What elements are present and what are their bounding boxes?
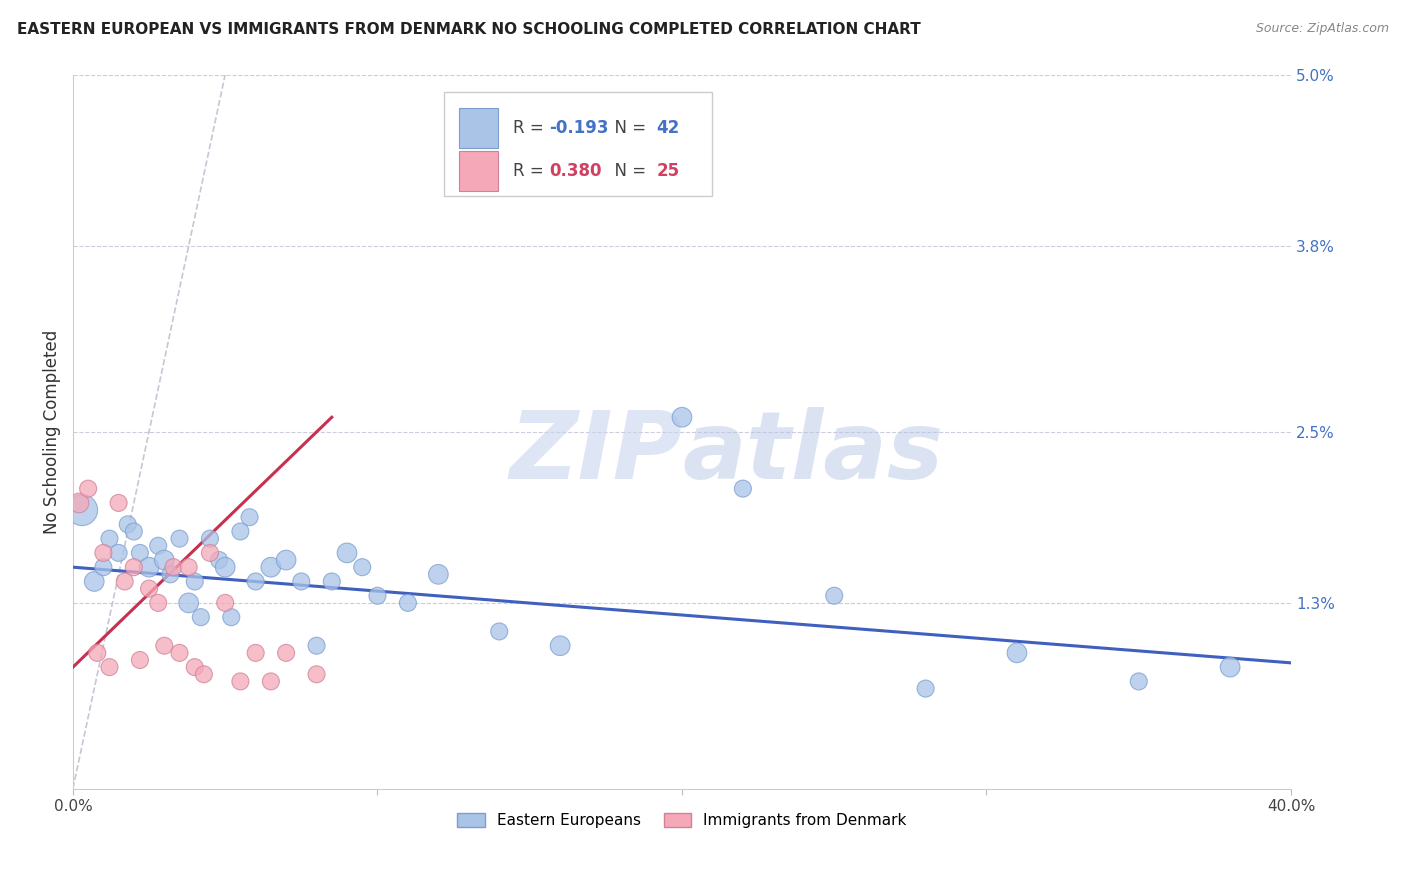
Point bbox=[1219, 660, 1241, 674]
Point bbox=[260, 674, 283, 689]
Text: atlas: atlas bbox=[682, 407, 943, 499]
Point bbox=[214, 596, 236, 610]
Text: ZIP: ZIP bbox=[509, 407, 682, 499]
Point bbox=[427, 567, 450, 582]
Point bbox=[162, 560, 184, 574]
Text: N =: N = bbox=[605, 162, 651, 180]
Point bbox=[208, 553, 231, 567]
Point bbox=[914, 681, 936, 696]
Text: R =: R = bbox=[513, 119, 548, 137]
Text: 0.380: 0.380 bbox=[550, 162, 602, 180]
Point bbox=[169, 646, 191, 660]
Point bbox=[321, 574, 343, 589]
Point bbox=[229, 524, 252, 539]
Point bbox=[457, 168, 479, 182]
Point bbox=[83, 574, 105, 589]
Point bbox=[93, 546, 115, 560]
Point bbox=[77, 482, 100, 496]
Point bbox=[177, 596, 200, 610]
Point bbox=[274, 646, 297, 660]
Text: -0.193: -0.193 bbox=[550, 119, 609, 137]
Point bbox=[184, 574, 207, 589]
Point bbox=[153, 553, 176, 567]
Point bbox=[245, 646, 267, 660]
Legend: Eastern Europeans, Immigrants from Denmark: Eastern Europeans, Immigrants from Denma… bbox=[451, 806, 912, 834]
Point bbox=[238, 510, 260, 524]
Point bbox=[190, 610, 212, 624]
Point bbox=[198, 532, 221, 546]
Text: Source: ZipAtlas.com: Source: ZipAtlas.com bbox=[1256, 22, 1389, 36]
Point bbox=[184, 660, 207, 674]
Point bbox=[114, 574, 136, 589]
Point bbox=[148, 539, 170, 553]
Point bbox=[93, 560, 115, 574]
Point bbox=[70, 503, 93, 517]
Point bbox=[148, 596, 170, 610]
Text: 42: 42 bbox=[657, 119, 679, 137]
Point bbox=[488, 624, 510, 639]
Point bbox=[138, 582, 160, 596]
Point bbox=[67, 496, 90, 510]
Point bbox=[229, 674, 252, 689]
Point bbox=[352, 560, 374, 574]
Point bbox=[107, 546, 129, 560]
Text: N =: N = bbox=[605, 119, 651, 137]
FancyBboxPatch shape bbox=[444, 93, 713, 196]
Y-axis label: No Schooling Completed: No Schooling Completed bbox=[44, 329, 60, 533]
Point bbox=[193, 667, 215, 681]
Point bbox=[153, 639, 176, 653]
FancyBboxPatch shape bbox=[460, 152, 498, 191]
Point bbox=[107, 496, 129, 510]
Point bbox=[129, 653, 152, 667]
Text: 25: 25 bbox=[657, 162, 679, 180]
Point bbox=[122, 524, 145, 539]
Point bbox=[159, 567, 181, 582]
Point bbox=[823, 589, 845, 603]
Point bbox=[245, 574, 267, 589]
Point bbox=[548, 639, 571, 653]
Point bbox=[396, 596, 419, 610]
FancyBboxPatch shape bbox=[460, 109, 498, 148]
Point bbox=[169, 532, 191, 546]
Point bbox=[138, 560, 160, 574]
Point bbox=[260, 560, 283, 574]
Point bbox=[198, 546, 221, 560]
Point bbox=[117, 517, 139, 532]
Point bbox=[98, 660, 121, 674]
Point bbox=[290, 574, 312, 589]
Point bbox=[731, 482, 754, 496]
Text: R =: R = bbox=[513, 162, 548, 180]
Point bbox=[122, 560, 145, 574]
Point bbox=[86, 646, 108, 660]
Point bbox=[671, 410, 693, 425]
Point bbox=[1128, 674, 1150, 689]
Point bbox=[219, 610, 242, 624]
Point bbox=[305, 639, 328, 653]
Point bbox=[177, 560, 200, 574]
Point bbox=[129, 546, 152, 560]
Point bbox=[336, 546, 359, 560]
Point bbox=[98, 532, 121, 546]
Point bbox=[366, 589, 388, 603]
Point bbox=[214, 560, 236, 574]
Text: EASTERN EUROPEAN VS IMMIGRANTS FROM DENMARK NO SCHOOLING COMPLETED CORRELATION C: EASTERN EUROPEAN VS IMMIGRANTS FROM DENM… bbox=[17, 22, 921, 37]
Point bbox=[305, 667, 328, 681]
Point bbox=[274, 553, 297, 567]
Point bbox=[1005, 646, 1028, 660]
